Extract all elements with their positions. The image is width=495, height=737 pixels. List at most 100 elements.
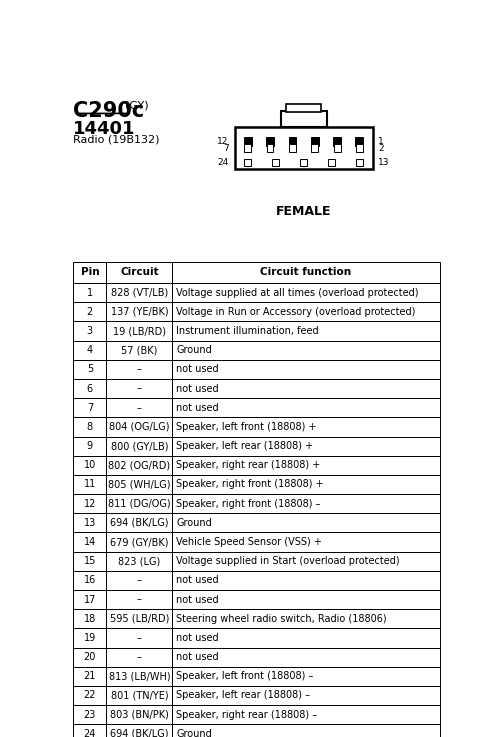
Text: Speaker, left front (18808) +: Speaker, left front (18808) + [176,422,317,432]
Text: 57 (BK): 57 (BK) [121,345,157,355]
Text: 813 (LB/WH): 813 (LB/WH) [108,671,170,681]
Text: 803 (BN/PK): 803 (BN/PK) [110,710,169,719]
Bar [106,551,172,571]
Bar [106,686,172,705]
Text: 679 (GY/BK): 679 (GY/BK) [110,537,169,547]
Text: Vehicle Speed Sensor (VSS) +: Vehicle Speed Sensor (VSS) + [176,537,322,547]
Text: Radio (19B132): Radio (19B132) [73,135,160,145]
Text: 15: 15 [84,556,96,566]
Bar [244,137,252,146]
Bar [73,398,106,417]
Text: –: – [137,576,142,585]
Text: 18: 18 [84,614,96,624]
Bar [106,379,172,398]
Bar [272,159,279,167]
Bar [281,111,327,127]
Bar [266,144,273,152]
Text: 4: 4 [87,345,93,355]
Bar [73,570,106,590]
Bar [106,417,172,436]
Bar [172,321,440,340]
Text: not used: not used [176,652,219,662]
Bar [106,609,172,629]
Bar [172,667,440,686]
Text: 6: 6 [87,383,93,394]
Bar [244,144,251,152]
Text: 2: 2 [87,307,93,317]
Text: Ground: Ground [176,729,212,737]
Bar [106,302,172,321]
Text: not used: not used [176,595,219,604]
Bar [73,417,106,436]
Text: 11: 11 [84,480,96,489]
Text: 16: 16 [84,576,96,585]
Bar [172,302,440,321]
Bar [172,513,440,532]
Bar [106,283,172,302]
Bar [106,262,172,283]
Bar [73,609,106,629]
Text: Voltage in Run or Accessory (overload protected): Voltage in Run or Accessory (overload pr… [176,307,415,317]
Text: (GY): (GY) [125,100,149,111]
Bar [73,360,106,379]
Bar [172,609,440,629]
Bar [172,455,440,475]
Bar [172,724,440,737]
Text: 7: 7 [87,402,93,413]
Bar [73,475,106,494]
Bar [73,648,106,667]
Bar [172,417,440,436]
Bar [356,144,363,152]
Bar [172,494,440,513]
Bar [172,340,440,360]
Bar [106,570,172,590]
Text: Speaker, left rear (18808) +: Speaker, left rear (18808) + [176,441,313,451]
Text: 13: 13 [378,158,390,167]
Bar [172,551,440,571]
Bar [106,724,172,737]
Text: –: – [137,364,142,374]
Bar [73,590,106,609]
Text: 17: 17 [84,595,96,604]
Text: 14401: 14401 [73,119,136,138]
Bar [106,340,172,360]
Bar [172,360,440,379]
Text: 10: 10 [84,461,96,470]
Text: 12: 12 [217,137,229,146]
Bar [356,159,363,167]
Bar [266,137,274,146]
Bar [289,137,297,146]
Text: 22: 22 [84,691,96,700]
Text: 828 (VT/LB): 828 (VT/LB) [111,287,168,298]
Text: Ground: Ground [176,518,212,528]
Bar [106,398,172,417]
Text: Circuit function: Circuit function [260,268,351,277]
Text: –: – [137,633,142,643]
Text: 804 (OG/LG): 804 (OG/LG) [109,422,170,432]
Text: not used: not used [176,576,219,585]
Bar [73,629,106,648]
Text: Circuit: Circuit [120,268,158,277]
Text: 21: 21 [84,671,96,681]
Text: Instrument illumination, feed: Instrument illumination, feed [176,326,319,336]
Text: 801 (TN/YE): 801 (TN/YE) [110,691,168,700]
Text: not used: not used [176,402,219,413]
Bar [172,686,440,705]
Bar [106,436,172,455]
Text: Speaker, left rear (18808) –: Speaker, left rear (18808) – [176,691,310,700]
Text: 14: 14 [84,537,96,547]
Text: 595 (LB/RD): 595 (LB/RD) [109,614,169,624]
Bar [355,137,363,146]
Bar [106,705,172,724]
Bar [73,667,106,686]
Text: 800 (GY/LB): 800 (GY/LB) [110,441,168,451]
Text: Speaker, right front (18808) –: Speaker, right front (18808) – [176,499,321,509]
Bar [73,302,106,321]
Text: –: – [137,383,142,394]
Text: 19: 19 [84,633,96,643]
Text: 24: 24 [217,158,229,167]
Bar [73,262,106,283]
Text: 7: 7 [223,144,229,153]
Bar [73,379,106,398]
Bar [73,340,106,360]
